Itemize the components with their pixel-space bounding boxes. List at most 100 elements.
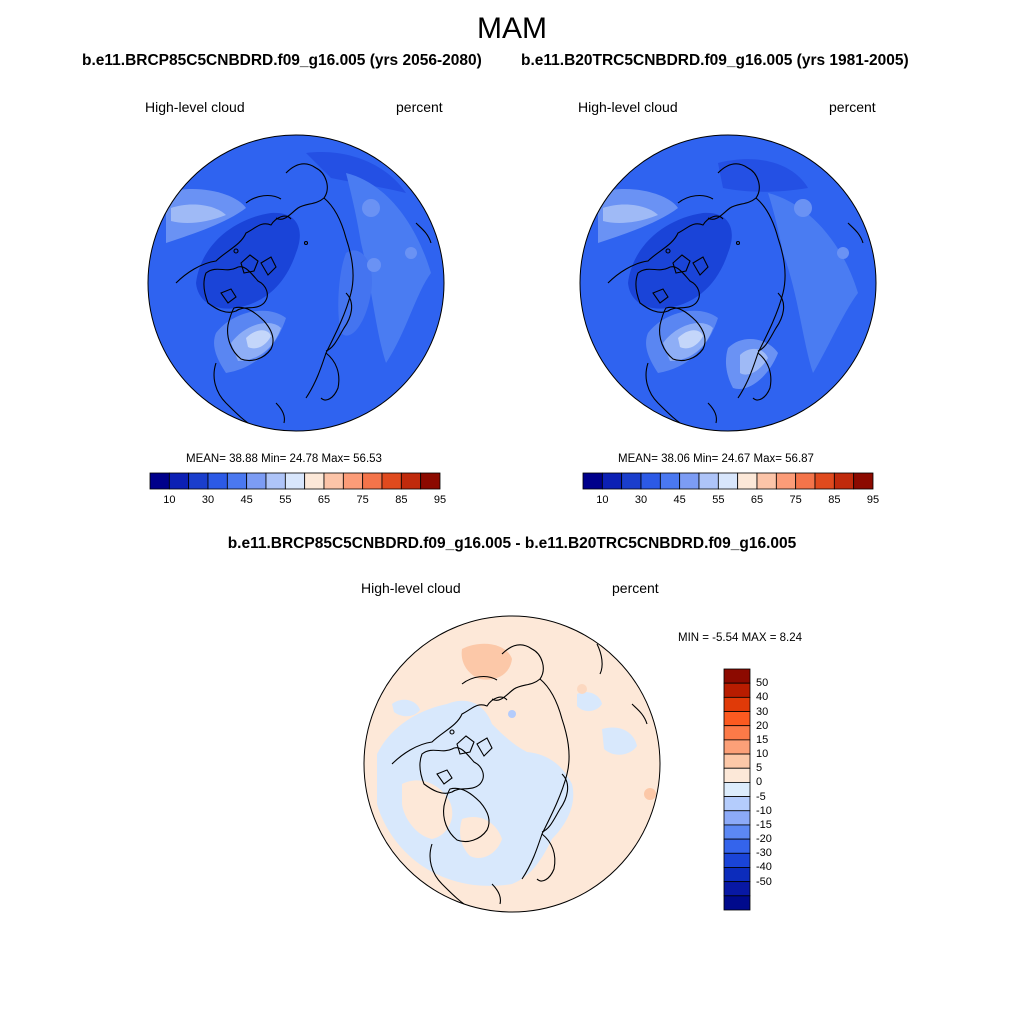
colorbar-swatch — [640, 472, 661, 490]
right-colorbar-ticks: 10 30 45 55 65 75 85 95 — [583, 494, 879, 508]
colorbar-swatch — [168, 472, 190, 490]
colorbar-swatch — [265, 472, 286, 490]
colorbar-tick-label: 85 — [828, 494, 841, 506]
colorbar-swatch — [679, 472, 700, 490]
right-case-title: b.e11.B20TRC5CNBDRD.f09_g16.005 (yrs 198… — [521, 52, 909, 69]
pale-cloud-region — [171, 204, 226, 223]
left-stats: MEAN= 38.88 Min= 24.78 Max= 56.53 — [186, 453, 382, 465]
left-polar-map — [147, 134, 445, 432]
difference-polar-map — [363, 615, 661, 913]
colorbar-tick-label: -15 — [756, 818, 772, 831]
colorbar-swatch — [659, 472, 681, 490]
colorbar-swatch — [723, 682, 751, 698]
colorbar-tick-label: 20 — [756, 719, 769, 732]
colorbar-tick-label: -30 — [756, 847, 772, 860]
colorbar-swatch — [723, 782, 751, 797]
colorbar-tick-label: 15 — [756, 733, 769, 746]
colorbar-tick-label: 45 — [673, 494, 686, 506]
colorbar-tick-label: 0 — [756, 776, 763, 789]
colorbar-tick-label: -10 — [756, 804, 772, 817]
diff-stats: MIN = -5.54 MAX = 8.24 — [678, 632, 803, 644]
colorbar-swatch — [723, 881, 751, 897]
colorbar-swatch — [420, 472, 441, 490]
colorbar-swatch — [304, 472, 325, 490]
colorbar-swatch — [756, 472, 777, 490]
colorbar-tick-label: 75 — [356, 494, 369, 506]
decrease-region — [392, 699, 420, 717]
pale-cloud-region — [405, 247, 417, 259]
right-units-label: percent — [829, 99, 876, 115]
decrease-region — [577, 692, 602, 712]
colorbar-swatch — [284, 472, 306, 490]
coastlines — [175, 163, 432, 429]
colorbar-tick-label: 30 — [756, 705, 769, 718]
colorbar-swatch — [400, 472, 422, 490]
colorbar-swatch — [723, 696, 751, 712]
colorbar-swatch — [723, 838, 751, 854]
left-colorbar-ticks: 10 30 45 55 65 75 85 95 — [150, 494, 446, 508]
colorbar-tick-label: 10 — [163, 494, 176, 506]
colorbar-tick-label: 50 — [756, 677, 769, 690]
colorbar-swatch — [833, 472, 855, 490]
right-stats: MEAN= 38.06 Min= 24.67 Max= 56.87 — [618, 453, 814, 465]
colorbar-swatch — [246, 472, 267, 490]
colorbar-swatch — [723, 824, 751, 840]
colorbar-tick-label: 45 — [240, 494, 253, 506]
colorbar-tick-label: 65 — [317, 494, 331, 506]
deep-cloud-region — [628, 212, 732, 309]
colorbar-tick-label: 65 — [750, 494, 764, 506]
increase-region — [402, 780, 453, 839]
colorbar-tick-label: 85 — [395, 494, 408, 506]
diff-units-label: percent — [612, 580, 659, 596]
difference-title: b.e11.BRCP85C5CNBDRD.f09_g16.005 - b.e11… — [227, 535, 797, 552]
colorbar-swatch — [723, 895, 751, 911]
colorbar-swatch — [188, 472, 209, 490]
colorbar-swatch — [723, 711, 751, 727]
right-polar-map — [579, 134, 877, 432]
colorbar-tick-label: 75 — [789, 494, 802, 506]
pale-cloud-region — [678, 330, 703, 349]
colorbar-swatch — [381, 472, 402, 490]
colorbar-swatch — [737, 472, 758, 490]
colorbar-swatch — [717, 472, 739, 490]
left-case-title: b.e11.BRCP85C5CNBDRD.f09_g16.005 (yrs 20… — [82, 52, 482, 69]
colorbar-tick-label: 10 — [596, 494, 609, 506]
colorbar-tick-label: -50 — [756, 875, 772, 888]
light-cloud-region — [338, 250, 372, 336]
colorbar-tick-label: 40 — [756, 691, 769, 704]
colorbar-swatch — [582, 472, 603, 490]
colorbar-swatch — [601, 472, 623, 490]
colorbar-swatch — [723, 668, 751, 684]
light-cloud-region — [346, 173, 431, 363]
increase-region — [460, 816, 502, 859]
difference-colorbar-ticks: 50 40 30 20 15 10 5 0 -5 -10 -15 -20 -30 -40 -50 — [756, 669, 796, 910]
colorbar-swatch — [853, 472, 874, 490]
right-colorbar — [582, 472, 874, 490]
colorbar-swatch — [775, 472, 797, 490]
colorbar-swatch — [149, 472, 170, 490]
pale-cloud-region — [603, 204, 658, 223]
colorbar-swatch — [723, 767, 751, 783]
increase-region — [461, 643, 512, 680]
deep-cloud-region — [306, 152, 406, 193]
colorbar-tick-label: 30 — [201, 494, 215, 506]
colorbar-swatch — [207, 472, 228, 490]
left-variable-label: High-level cloud — [145, 99, 245, 115]
colorbar-swatch — [621, 472, 642, 490]
colorbar-swatch — [723, 753, 751, 769]
increase-region — [644, 788, 656, 800]
left-units-label: percent — [396, 99, 443, 115]
colorbar-swatch — [723, 739, 751, 755]
decrease-region — [602, 727, 637, 755]
colorbar-tick-label: -40 — [756, 861, 772, 874]
colorbar-tick-label: 55 — [712, 494, 725, 506]
colorbar-swatch — [226, 472, 248, 490]
colorbar-swatch — [795, 472, 816, 490]
colorbar-swatch — [723, 810, 751, 826]
pale-cloud-region — [362, 199, 380, 217]
colorbar-swatch — [723, 725, 751, 741]
pale-cloud-region — [794, 199, 812, 217]
difference-colorbar — [723, 668, 751, 911]
colorbar-tick-label: 55 — [279, 494, 292, 506]
colorbar-swatch — [698, 472, 719, 490]
